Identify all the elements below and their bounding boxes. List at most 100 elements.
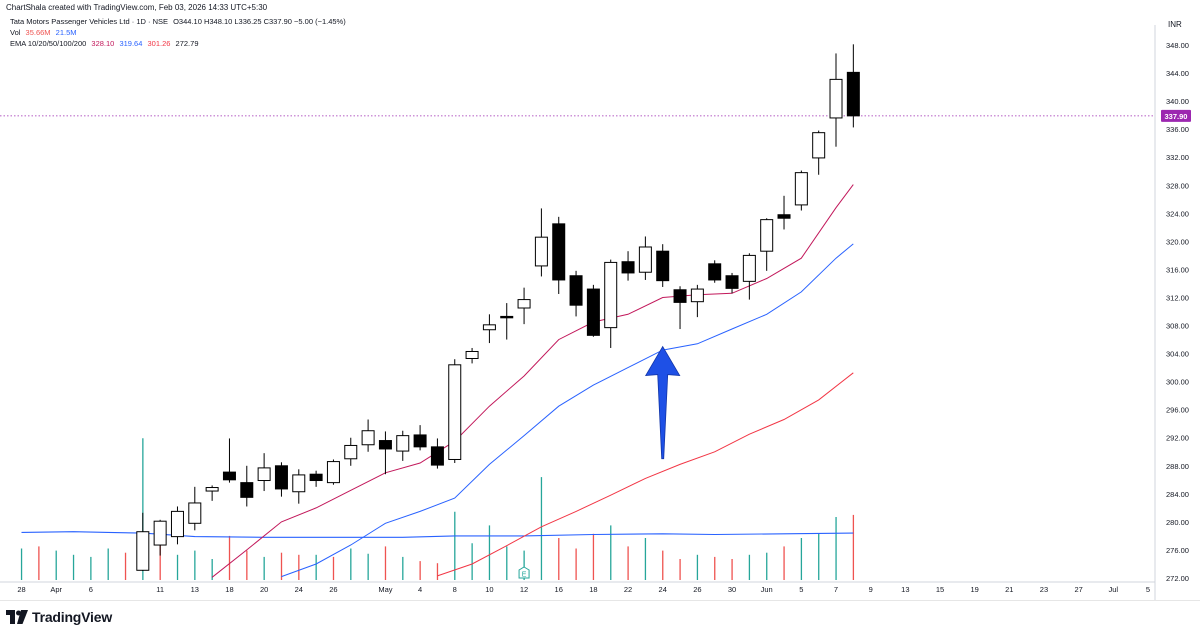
- candle-body: [829, 78, 843, 119]
- currency-label[interactable]: INR: [1168, 20, 1182, 29]
- candle-body: [274, 465, 288, 490]
- volume-bar: [176, 554, 179, 580]
- volume-label[interactable]: Vol: [10, 28, 21, 37]
- tradingview-logo[interactable]: TradingView: [6, 608, 112, 626]
- time-axis[interactable]: 28 Apr 6 11 13 18 20 24 26 May 4 8 10 12 16 18 22 24 26 30 J…: [0, 581, 1155, 594]
- volume-bar: [800, 538, 803, 580]
- candle: [621, 251, 635, 281]
- price-tick-label: 284.00: [1166, 490, 1189, 499]
- candle-body: [725, 275, 739, 289]
- volume-bar: [280, 552, 283, 580]
- candle-body: [170, 510, 184, 538]
- candle: [552, 216, 566, 294]
- price-chart[interactable]: E 272.00 276.00 280.00 284.00 288.00 292.00 29…: [0, 0, 1200, 600]
- volume-bar: [107, 548, 109, 580]
- price-tick-label: 320.00: [1166, 237, 1189, 246]
- candle: [448, 359, 462, 463]
- price-tick-label: 344.00: [1166, 69, 1189, 78]
- ema-lines: [0, 115, 1155, 578]
- volume-bar: [211, 559, 213, 580]
- ema-10-value: 328.10: [91, 39, 115, 48]
- candle-body: [586, 288, 600, 336]
- time-tick-label: 18: [589, 585, 597, 594]
- candle-body: [621, 261, 635, 274]
- candle-body: [257, 467, 271, 482]
- candle-body: [846, 71, 860, 117]
- time-tick-label: 24: [295, 585, 303, 594]
- price-tick-label: 324.00: [1166, 209, 1189, 218]
- time-tick-label: 26: [329, 585, 337, 594]
- price-tick-label: 276.00: [1166, 546, 1189, 555]
- candle: [725, 272, 739, 294]
- volume-bar: [714, 556, 716, 580]
- candle: [240, 465, 254, 507]
- last-price-tag: [1161, 109, 1191, 122]
- candle-body: [482, 324, 496, 331]
- symbol-name[interactable]: Tata Motors Passenger Vehicles Ltd · 1D …: [10, 17, 168, 26]
- candle: [378, 431, 392, 475]
- candle: [846, 44, 860, 128]
- volume-bar: [419, 561, 421, 580]
- candle-body: [413, 434, 427, 448]
- volume-bar: [575, 548, 577, 580]
- candle-body: [361, 430, 375, 446]
- time-tick-label: 23: [1040, 585, 1048, 594]
- candle: [188, 486, 202, 531]
- volume-bar: [766, 552, 768, 580]
- volume-bar: [783, 546, 785, 580]
- candle-body: [794, 172, 808, 206]
- volume-bar: [731, 559, 733, 580]
- ema-50-value: 301.26: [147, 39, 171, 48]
- chart-creator-line: ChartShala created with TradingView.com,…: [6, 3, 268, 12]
- time-tick-label: 21: [1005, 585, 1013, 594]
- candle-body: [604, 261, 618, 329]
- volume-bar: [315, 554, 317, 580]
- candle-body: [569, 275, 583, 306]
- volume-bar: [20, 548, 23, 580]
- time-tick-label: 8: [453, 585, 457, 594]
- volume-bar: [228, 535, 231, 580]
- ema-line-10: [211, 184, 854, 578]
- time-tick-label: 16: [555, 585, 563, 594]
- volume-bar: [263, 556, 265, 580]
- candle: [222, 438, 236, 483]
- volume-bar: [55, 550, 57, 580]
- candle: [604, 259, 618, 348]
- price-tick-label: 328.00: [1166, 181, 1189, 190]
- candle: [136, 512, 150, 571]
- price-tick-label: 292.00: [1166, 434, 1189, 443]
- candle: [292, 469, 306, 504]
- time-tick-label: 28: [17, 585, 25, 594]
- time-tick-label: 26: [693, 585, 701, 594]
- volume-bar: [159, 535, 161, 580]
- volume-bar: [367, 553, 369, 580]
- brand-name: TradingView: [32, 609, 113, 625]
- candle: [708, 260, 722, 283]
- candle: [361, 419, 375, 452]
- volume-pane: [20, 438, 855, 580]
- volume-bar: [384, 546, 387, 580]
- candle-body: [742, 254, 756, 282]
- volume-bar: [558, 538, 560, 580]
- ohlc-values: O344.10 H348.10 L336.25 C337.90 −5.00 (−…: [173, 17, 346, 26]
- candle-body: [673, 289, 687, 303]
- candle: [742, 253, 756, 300]
- candle: [638, 236, 652, 280]
- ema-line-50: [437, 372, 854, 577]
- volume-legend: Vol 35.66M 21.5M: [10, 27, 349, 38]
- candle: [569, 270, 583, 317]
- candle: [170, 506, 184, 545]
- candle: [430, 438, 444, 469]
- candle-body: [344, 444, 358, 460]
- volume-bar: [38, 546, 40, 580]
- ema-label[interactable]: EMA 10/20/50/100/200: [10, 39, 87, 48]
- candle-body: [136, 531, 150, 571]
- time-tick-label: 19: [970, 585, 978, 594]
- ema-line-20: [281, 243, 854, 578]
- last-price-tag-label: 337.90: [1165, 112, 1188, 121]
- price-axis[interactable]: 272.00 276.00 280.00 284.00 288.00 292.00 296.…: [1154, 25, 1191, 600]
- volume-bar: [644, 538, 647, 580]
- volume-bar: [488, 525, 491, 580]
- candle-body: [396, 435, 410, 452]
- volume-bar: [90, 556, 92, 580]
